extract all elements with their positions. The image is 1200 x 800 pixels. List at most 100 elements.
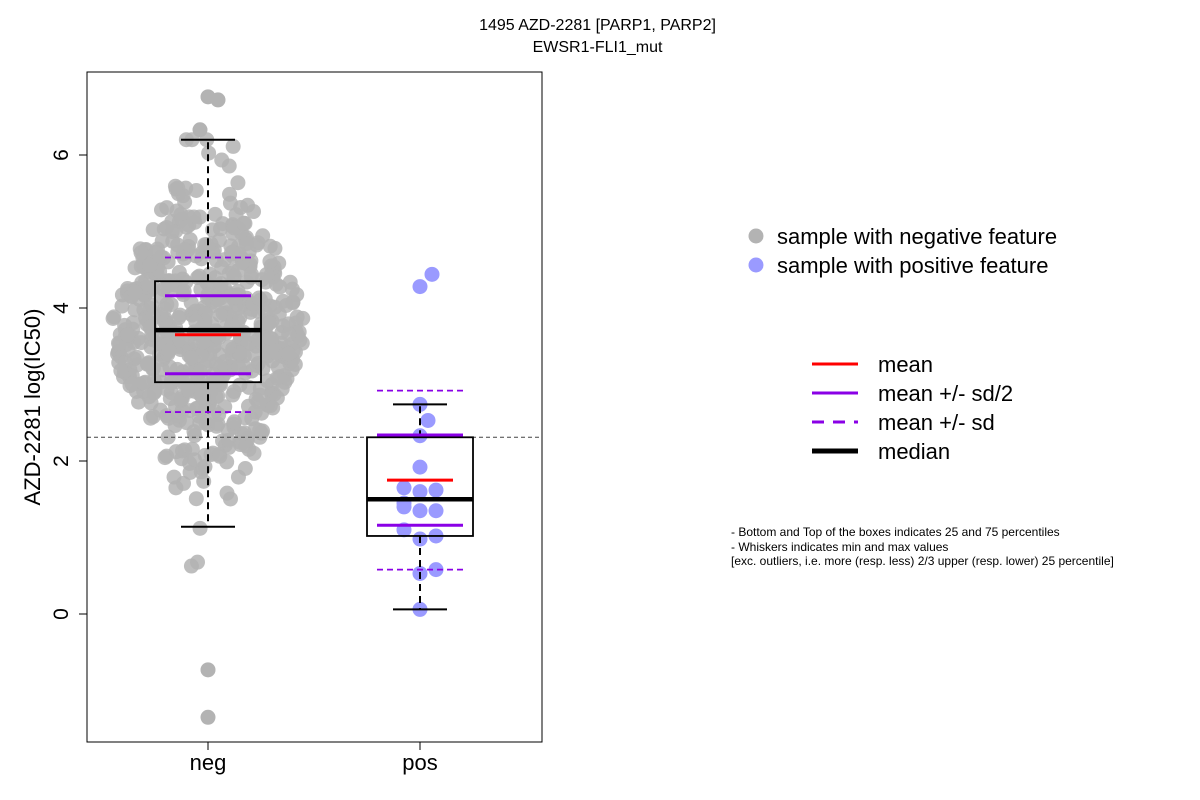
neg-point bbox=[281, 326, 297, 342]
neg-point bbox=[192, 363, 208, 379]
neg-point bbox=[105, 311, 121, 327]
neg-point bbox=[127, 284, 143, 300]
neg-point bbox=[176, 250, 192, 266]
neg-point bbox=[230, 469, 246, 485]
y-tick-label: 4 bbox=[50, 302, 73, 314]
neg-point bbox=[124, 376, 140, 392]
neg-point bbox=[161, 343, 177, 359]
neg-point bbox=[219, 485, 235, 501]
neg-point bbox=[262, 253, 278, 269]
neg-point bbox=[146, 385, 162, 401]
neg-point bbox=[252, 387, 268, 403]
neg-point bbox=[149, 241, 165, 257]
neg-point bbox=[255, 228, 271, 244]
neg-point bbox=[287, 356, 303, 372]
legend-label-1: sample with positive feature bbox=[777, 253, 1048, 278]
box-pos bbox=[366, 389, 474, 611]
neg-point bbox=[159, 381, 175, 397]
iqr-box bbox=[366, 436, 474, 537]
neg-point bbox=[230, 175, 246, 191]
neg-point bbox=[196, 334, 212, 350]
neg-point bbox=[236, 215, 252, 231]
neg-point bbox=[231, 359, 247, 375]
pos-point bbox=[412, 279, 428, 295]
neg-point bbox=[255, 361, 271, 377]
neg-point bbox=[289, 309, 305, 325]
pos-point bbox=[428, 503, 444, 519]
neg-point bbox=[183, 295, 199, 311]
neg-point bbox=[201, 145, 217, 161]
neg-point bbox=[267, 299, 283, 315]
note-percentiles: - Bottom and Top of the boxes indicates … bbox=[731, 525, 1060, 539]
neg-point bbox=[282, 274, 298, 290]
neg-point bbox=[244, 266, 260, 282]
neg-point bbox=[171, 310, 187, 326]
neg-point bbox=[211, 407, 227, 423]
neg-point bbox=[210, 92, 226, 108]
neg-point bbox=[262, 315, 278, 331]
neg-point bbox=[198, 415, 214, 431]
neg-point bbox=[246, 445, 262, 461]
neg-point bbox=[269, 370, 285, 386]
neg-point bbox=[140, 356, 156, 372]
neg-point bbox=[178, 219, 194, 235]
neg-point bbox=[202, 376, 218, 392]
legend-label-0: sample with negative feature bbox=[777, 224, 1057, 249]
pos-point bbox=[428, 482, 444, 498]
neg-point bbox=[251, 290, 267, 306]
y-axis-label: AZD-2281 log(IC50) bbox=[20, 309, 45, 506]
neg-point bbox=[250, 331, 266, 347]
neg-point bbox=[253, 425, 269, 441]
neg-point bbox=[217, 320, 233, 336]
neg-point bbox=[120, 327, 136, 343]
neg-point bbox=[232, 310, 248, 326]
legend-line-label-3: median bbox=[878, 439, 950, 464]
neg-point bbox=[214, 152, 230, 168]
neg-point bbox=[133, 245, 149, 261]
chart-subtitle: EWSR1-FLI1_mut bbox=[532, 39, 663, 56]
neg-point bbox=[171, 264, 187, 280]
neg-point bbox=[193, 251, 209, 267]
neg-point bbox=[188, 491, 204, 507]
neg-point bbox=[241, 379, 257, 395]
neg-point bbox=[170, 237, 186, 253]
neg-point bbox=[236, 425, 252, 441]
x-tick-label-pos: pos bbox=[402, 750, 437, 775]
legend-marker-1 bbox=[748, 257, 764, 273]
legend-marker-0 bbox=[748, 228, 764, 244]
y-tick-label: 6 bbox=[50, 149, 73, 161]
legend-line-label-2: mean +/- sd bbox=[878, 410, 995, 435]
neg-point bbox=[180, 381, 196, 397]
axes: 0 2 4 6 AZD-2281 log(IC50) neg pos bbox=[20, 71, 543, 775]
chart-title: 1495 AZD-2281 [PARP1, PARP2] bbox=[479, 17, 716, 34]
pos-point bbox=[412, 484, 428, 500]
neg-point bbox=[226, 384, 242, 400]
neg-point bbox=[212, 448, 228, 464]
neg-point bbox=[199, 237, 215, 253]
legend: sample with negative feature sample with … bbox=[748, 224, 1057, 464]
neg-point bbox=[226, 414, 242, 430]
neg-point bbox=[191, 268, 207, 284]
neg-point bbox=[212, 307, 228, 323]
neg-point bbox=[183, 350, 199, 366]
neg-point bbox=[289, 287, 305, 303]
legend-line-label-0: mean bbox=[878, 352, 933, 377]
neg-point bbox=[145, 222, 161, 238]
pos-point bbox=[428, 562, 444, 578]
neg-point bbox=[192, 122, 208, 138]
neg-point bbox=[262, 330, 278, 346]
note-outliers: [exc. outliers, i.e. more (resp. less) 2… bbox=[731, 554, 1114, 568]
neg-point bbox=[152, 402, 168, 418]
neg-point bbox=[259, 266, 275, 282]
neg-point bbox=[228, 289, 244, 305]
neg-point bbox=[167, 178, 183, 194]
neg-point bbox=[200, 662, 216, 678]
neg-point bbox=[270, 359, 286, 375]
neg-point bbox=[281, 346, 297, 362]
neg-point bbox=[157, 301, 173, 317]
plot-frame bbox=[86, 71, 543, 743]
neg-point bbox=[153, 289, 169, 305]
neg-point bbox=[262, 238, 278, 254]
neg-point bbox=[160, 429, 176, 445]
